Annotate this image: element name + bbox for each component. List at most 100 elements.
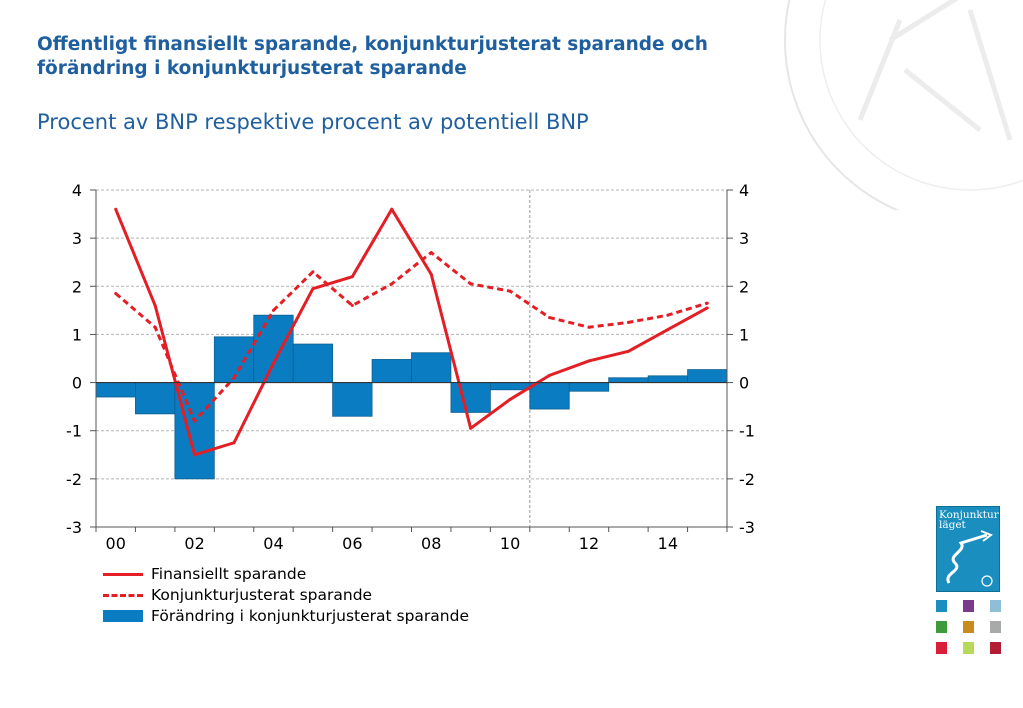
bar-change [450, 382, 491, 413]
bar-change [371, 359, 412, 383]
point-financial [350, 275, 354, 279]
y-tick-label-right: -3 [739, 518, 755, 537]
point-structural [232, 376, 236, 380]
point-structural [705, 301, 709, 305]
chart-title: Offentligt finansiellt sparande, konjunk… [37, 34, 708, 79]
publication-cover-thumbnail[interactable]: Konjunktur läget [936, 506, 1000, 592]
point-financial [390, 207, 394, 211]
point-structural [508, 289, 512, 293]
bar-change [253, 314, 294, 383]
legend-label-structural: Konjunkturjusterat sparande [151, 585, 373, 604]
point-financial [271, 361, 275, 365]
series-line-structural [114, 251, 708, 423]
point-financial [153, 304, 157, 308]
thumbnail-cover[interactable] [963, 642, 974, 654]
point-structural [193, 419, 197, 423]
y-tick-label-right: 3 [739, 229, 749, 248]
y-tick-label-left: 0 [72, 374, 82, 393]
bar-change [687, 369, 728, 383]
point-structural [271, 308, 275, 312]
thumbnail-cover[interactable] [990, 600, 1001, 612]
bar-layer [95, 314, 728, 480]
x-tick-label: 02 [184, 534, 204, 553]
thumbnail-cover[interactable] [963, 621, 974, 633]
point-structural [311, 270, 315, 274]
point-structural [548, 316, 552, 320]
x-tick-label: 04 [263, 534, 283, 553]
point-structural [390, 282, 394, 286]
x-tick-label: 08 [421, 534, 441, 553]
point-financial [193, 453, 197, 457]
point-financial [429, 272, 433, 276]
point-structural [469, 282, 473, 286]
y-tick-label-right: 2 [739, 277, 749, 296]
point-financial [666, 328, 670, 332]
legend-swatch-solid-line [103, 567, 143, 581]
bar-change [608, 377, 649, 383]
y-tick-label-right: -2 [739, 470, 755, 489]
bar-change [292, 343, 334, 383]
bar-change [135, 382, 176, 415]
legend-swatch-bar [103, 609, 143, 622]
legend-swatch-dashed-line [103, 588, 143, 602]
y-tick-label-right: 0 [739, 374, 749, 393]
bar-change [647, 375, 688, 383]
y-tick-label-right: -1 [739, 422, 755, 441]
bar-change [568, 382, 610, 392]
point-structural [153, 325, 157, 329]
line-layer [114, 207, 709, 457]
x-tick-label: 12 [579, 534, 599, 553]
x-tick-label: 06 [342, 534, 362, 553]
bar-change [174, 382, 215, 480]
axis-layer: -3 -3-2 -2-1 -10 01 12 23 34 400 02 04 06 08 10 12 14 [66, 181, 755, 553]
y-tick-label-left: 4 [72, 181, 82, 200]
y-tick-label-left: -2 [66, 470, 82, 489]
legend-label-financial: Finansiellt sparande [151, 564, 307, 583]
x-tick-label: 10 [500, 534, 520, 553]
bar-change [489, 382, 531, 391]
point-financial [232, 441, 236, 445]
bar-change [95, 382, 136, 398]
point-financial [508, 397, 512, 401]
legend-label-change: Förändring i konjunkturjusterat sparande [151, 606, 469, 625]
chart-legend: Finansiellt sparande Konjunkturjusterat … [103, 563, 469, 626]
institute-seal-watermark [784, 0, 1023, 210]
thumbnail-cover[interactable] [936, 642, 947, 654]
bar-change [529, 382, 570, 410]
legend-item-financial: Finansiellt sparande [103, 563, 469, 584]
x-tick-label: 14 [658, 534, 678, 553]
point-structural [666, 313, 670, 317]
point-structural [429, 251, 433, 255]
point-financial [626, 349, 630, 353]
legend-item-change: Förändring i konjunkturjusterat sparande [103, 605, 469, 626]
series-line-financial [114, 207, 709, 457]
thumbnail-cover[interactable] [990, 621, 1001, 633]
y-tick-label-left: -3 [66, 518, 82, 537]
thumbnail-cover[interactable] [963, 600, 974, 612]
point-financial [587, 359, 591, 363]
cover-title-line1: Konjunktur [939, 509, 999, 521]
cover-arrow-icon [946, 530, 994, 587]
chart-subtitle: Procent av BNP respektive procent av pot… [37, 110, 589, 134]
point-financial [548, 373, 552, 377]
y-tick-label-right: 4 [739, 181, 749, 200]
point-structural [350, 304, 354, 308]
point-structural [587, 325, 591, 329]
bar-change [332, 382, 373, 417]
point-financial [469, 426, 473, 430]
y-tick-label-right: 1 [739, 325, 749, 344]
point-financial [311, 287, 315, 291]
thumbnail-cover[interactable] [936, 600, 947, 612]
y-tick-label-left: 1 [72, 325, 82, 344]
point-financial [705, 306, 709, 310]
thumbnail-cover[interactable] [990, 642, 1001, 654]
x-tick-label: 00 [106, 534, 126, 553]
legend-item-structural: Konjunkturjusterat sparande [103, 584, 469, 605]
y-tick-label-left: -1 [66, 422, 82, 441]
bar-change [411, 352, 452, 383]
thumbnail-cover[interactable] [936, 621, 947, 633]
point-structural [626, 320, 630, 324]
point-structural [114, 292, 118, 296]
y-tick-label-left: 3 [72, 229, 82, 248]
